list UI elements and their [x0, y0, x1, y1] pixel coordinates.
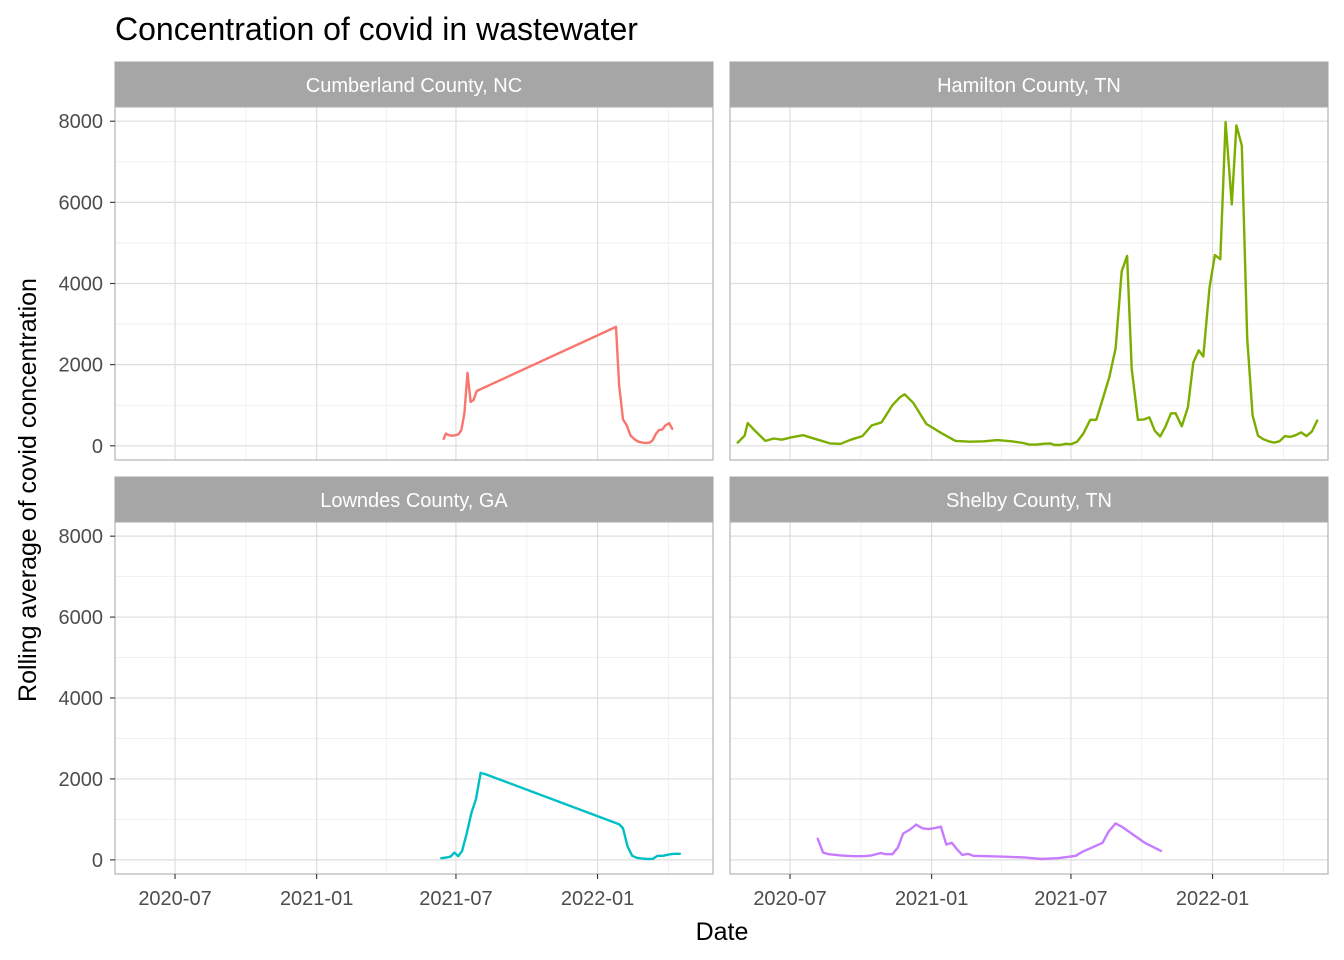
x-tick-label: 2022-01	[1176, 888, 1249, 910]
panel-border	[729, 106, 1329, 461]
facet-strip-label: Lowndes County, GA	[320, 490, 508, 512]
series-line	[736, 120, 1319, 447]
y-axis-title: Rolling average of covid concentration	[14, 278, 42, 702]
facet-strip	[114, 61, 714, 108]
y-tick-label: 4000	[59, 688, 104, 710]
y-tick-label: 8000	[59, 111, 104, 133]
facet-strip	[729, 476, 1329, 523]
x-tick-label: 2020-07	[753, 888, 826, 910]
facet-strip	[114, 476, 714, 523]
x-tick-label: 2021-01	[280, 888, 353, 910]
y-tick-label: 6000	[59, 607, 104, 629]
facet-panel-0: Cumberland County, NC 0 2000 4000 6000 8000	[59, 61, 714, 461]
x-tick-label: 2022-01	[561, 888, 634, 910]
chart-title: Concentration of covid in wastewater	[115, 11, 638, 47]
series-line	[816, 822, 1163, 861]
facet-strip-label: Cumberland County, NC	[306, 75, 522, 97]
y-tick-label: 6000	[59, 192, 104, 214]
facet-panel-2: Lowndes County, GA 0 2000 4000 6000 8000 2020-…	[59, 476, 714, 910]
facet-strip-label: Hamilton County, TN	[937, 75, 1121, 97]
y-tick-label: 4000	[59, 274, 104, 296]
y-tick-label: 2000	[59, 355, 104, 377]
x-axis-title: Date	[696, 918, 749, 946]
x-tick-label: 2020-07	[138, 888, 211, 910]
facet-panels: Cumberland County, NC 0 2000 4000 6000 8000 Ha…	[59, 61, 1329, 910]
y-tick-label: 2000	[59, 769, 104, 791]
series-line	[440, 771, 682, 861]
panel-border	[729, 521, 1329, 875]
facet-panel-1: Hamilton County, TN	[729, 61, 1329, 461]
x-tick-label: 2021-01	[895, 888, 968, 910]
facet-strip	[729, 61, 1329, 108]
x-tick-label: 2021-07	[419, 888, 492, 910]
facet-strip-label: Shelby County, TN	[946, 490, 1112, 512]
y-tick-label: 0	[92, 436, 103, 458]
x-tick-label: 2021-07	[1034, 888, 1107, 910]
y-tick-label: 0	[92, 850, 103, 872]
facet-panel-3: Shelby County, TN 2020-07 2021-01 2021-07 20…	[729, 476, 1329, 910]
y-tick-label: 8000	[59, 526, 104, 548]
series-line	[442, 325, 674, 445]
